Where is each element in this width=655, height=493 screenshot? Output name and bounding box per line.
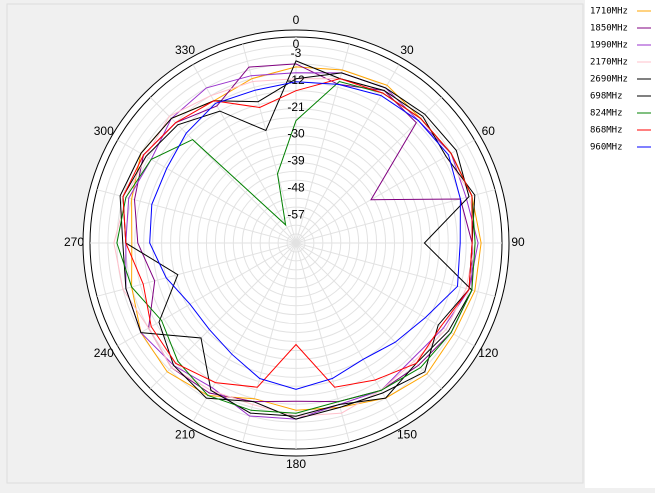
angle-tick-label: 150 xyxy=(397,427,417,441)
grid-spoke xyxy=(295,242,350,443)
grid-spoke xyxy=(149,96,297,244)
grid-spoke xyxy=(117,139,297,244)
radial-tick-label: -3 xyxy=(291,46,302,60)
grid-spoke xyxy=(96,189,297,244)
angle-tick-label: 60 xyxy=(482,124,496,138)
radial-tick-label: -57 xyxy=(287,207,305,221)
grid-spoke xyxy=(96,242,297,297)
grid-spoke xyxy=(149,242,297,390)
radial-tick-label: -21 xyxy=(287,100,305,114)
grid-spoke xyxy=(192,242,297,422)
legend-label: 2690MHz xyxy=(590,75,628,85)
series-line xyxy=(149,81,461,390)
legend-label: 960MHz xyxy=(590,143,623,153)
angle-tick-label: 270 xyxy=(64,235,84,249)
angle-tick-label: 210 xyxy=(175,427,195,441)
radial-tick-label: 0 xyxy=(293,37,300,51)
legend-label: 1710MHz xyxy=(590,7,628,17)
radial-tick-label: -39 xyxy=(287,154,305,168)
angle-tick-label: 90 xyxy=(511,235,525,249)
grid-spoke xyxy=(295,242,443,390)
angle-tick-label: 330 xyxy=(175,43,195,57)
angle-tick-label: 30 xyxy=(400,43,414,57)
grid-spoke xyxy=(295,64,400,244)
grid-spoke xyxy=(295,242,400,422)
radial-tick-label: -30 xyxy=(287,127,305,141)
grid-spoke xyxy=(295,43,350,244)
angle-tick-label: 240 xyxy=(94,346,114,360)
series-line xyxy=(122,60,476,420)
angle-tick-label: 0 xyxy=(293,13,300,27)
radial-tick-label: -12 xyxy=(287,73,305,87)
grid-spoke xyxy=(192,64,297,244)
grid-spoke xyxy=(295,96,443,244)
legend-label: 824MHz xyxy=(590,109,623,119)
angle-tick-label: 180 xyxy=(286,457,306,471)
legend-label: 2170MHz xyxy=(590,58,628,68)
angle-tick-label: 120 xyxy=(478,346,498,360)
legend-label: 1990MHz xyxy=(590,41,628,51)
legend-label: 868MHz xyxy=(590,126,623,136)
radial-tick-label: -48 xyxy=(287,180,305,194)
grid-spoke xyxy=(242,43,297,244)
series-line xyxy=(122,78,473,388)
grid-spoke xyxy=(242,242,297,443)
grid-spoke xyxy=(295,242,496,297)
grid-spoke xyxy=(295,139,475,244)
series-line xyxy=(119,72,473,417)
grid-spoke xyxy=(117,242,297,347)
angle-tick-label: 300 xyxy=(94,124,114,138)
grid-spoke xyxy=(295,242,475,347)
legend-panel xyxy=(585,0,655,488)
legend-label: 698MHz xyxy=(590,92,623,102)
legend-label: 1850MHz xyxy=(590,24,628,34)
grid-spoke xyxy=(295,189,496,244)
